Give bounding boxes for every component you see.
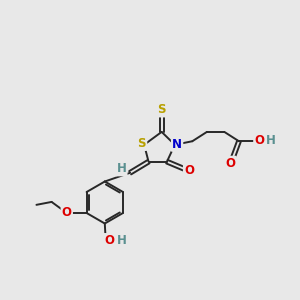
Text: O: O [184, 164, 194, 177]
Text: S: S [138, 137, 146, 150]
Text: O: O [62, 206, 72, 220]
Text: S: S [158, 103, 166, 116]
Text: O: O [104, 234, 114, 247]
Text: H: H [266, 134, 276, 147]
Text: O: O [226, 157, 236, 170]
Text: O: O [254, 134, 264, 147]
Text: N: N [172, 138, 182, 151]
Text: H: H [116, 234, 126, 247]
Text: H: H [116, 162, 126, 175]
